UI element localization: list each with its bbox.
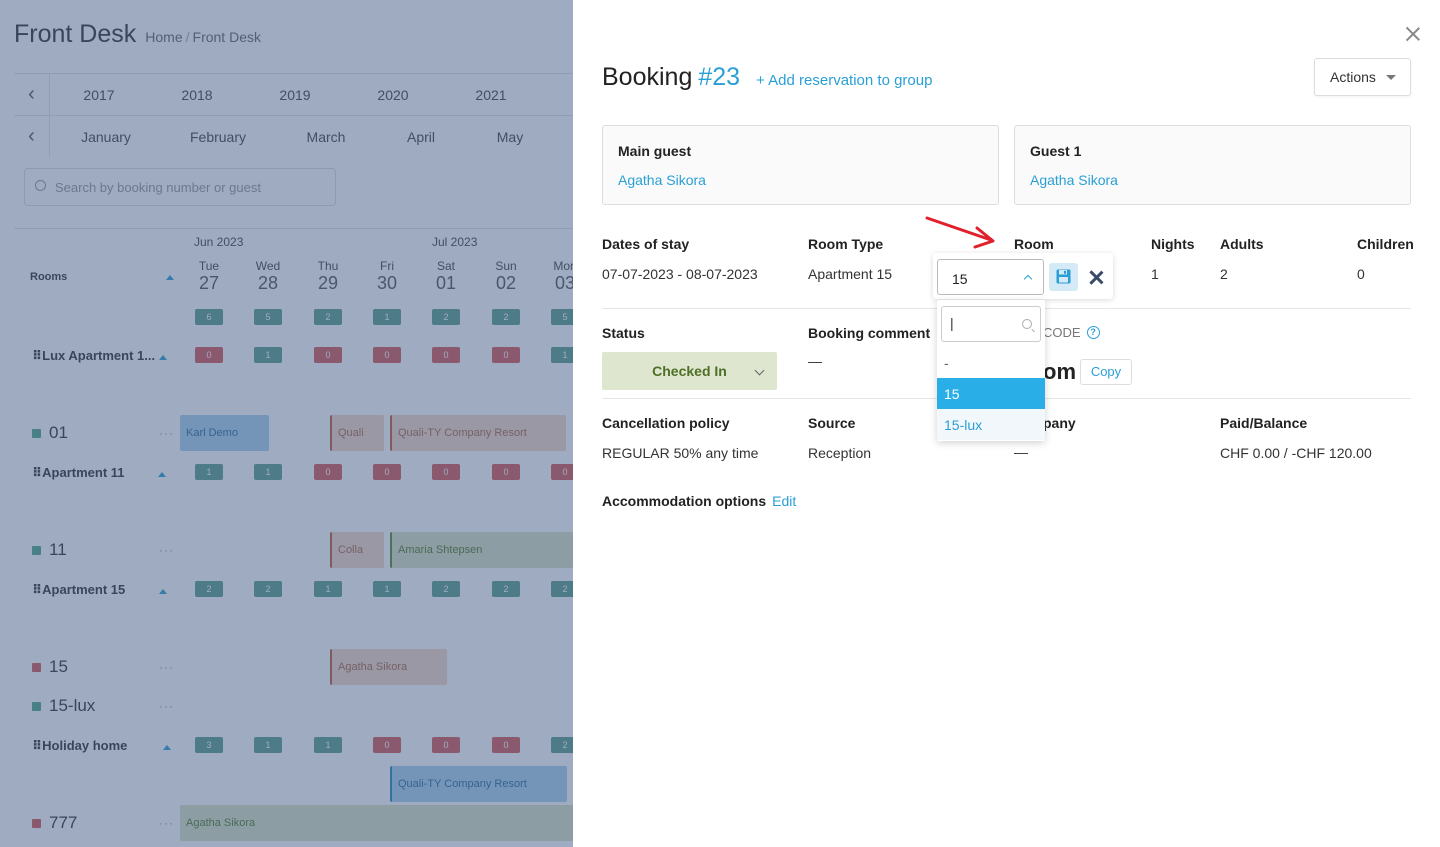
actions-button[interactable]: Actions	[1314, 58, 1411, 96]
annotation-arrow-icon	[925, 216, 995, 249]
children-field: Children 0	[1357, 236, 1414, 282]
adults-field: Adults 2	[1220, 236, 1264, 282]
room-dropdown: | - 15 15-lux	[937, 300, 1045, 441]
field-label: Accommodation options	[602, 493, 767, 509]
guest-card-label: Guest 1	[1030, 143, 1082, 159]
field-value: Apartment 15	[808, 266, 893, 282]
promo-code-label: CODE?	[1043, 325, 1100, 340]
search-icon	[1022, 319, 1032, 329]
close-icon[interactable]	[1405, 26, 1421, 42]
room-select[interactable]: 15	[937, 259, 1044, 295]
guest-card-label: Main guest	[618, 143, 692, 159]
field-label: Adults	[1220, 236, 1264, 252]
room-type-field: Room Type Apartment 15	[808, 236, 892, 282]
field-label: Source	[808, 415, 856, 431]
add-reservation-link[interactable]: + Add reservation to group	[756, 72, 933, 89]
field-value: 07-07-2023 - 08-07-2023	[602, 266, 758, 282]
booking-title: Booking	[602, 63, 693, 91]
modal-backdrop[interactable]	[0, 0, 573, 847]
dates-of-stay-field: Dates of stay 07-07-2023 - 08-07-2023	[602, 236, 758, 282]
guest-name-link[interactable]: Agatha Sikora	[1030, 172, 1118, 188]
room-option[interactable]: -	[944, 355, 949, 371]
field-value: REGULAR 50% any time	[602, 445, 759, 461]
room-select-value: 15	[952, 271, 968, 287]
booking-comment-field: Booking comment	[808, 325, 930, 341]
field-label: Room	[1014, 236, 1054, 252]
field-value: 2	[1220, 266, 1228, 282]
help-icon[interactable]: ?	[1086, 326, 1100, 339]
accommodation-options-field: Accommodation options Edit	[602, 493, 796, 509]
field-value: 0	[1357, 266, 1365, 282]
field-label: Children	[1357, 236, 1414, 252]
company-field: pany	[1043, 415, 1076, 431]
nights-field: Nights 1	[1151, 236, 1195, 282]
room-option-selected[interactable]: 15	[937, 378, 1045, 409]
field-label: Nights	[1151, 236, 1195, 252]
booking-number: #23	[698, 63, 741, 91]
status-select[interactable]: Checked In	[602, 352, 777, 390]
company-value: —	[1014, 444, 1028, 460]
field-value: Reception	[808, 445, 872, 461]
promo-code-value: om	[1043, 359, 1076, 384]
room-option[interactable]: 15-lux	[937, 409, 1045, 440]
status-value: Checked In	[652, 363, 727, 379]
status-field: Status	[602, 325, 645, 341]
save-button[interactable]	[1049, 263, 1078, 291]
field-label: pany	[1043, 415, 1076, 431]
actions-label: Actions	[1330, 69, 1376, 85]
room-field: Room	[1014, 236, 1054, 252]
save-icon	[1056, 269, 1071, 284]
edit-accommodation-link[interactable]: Edit	[772, 493, 797, 509]
field-label: Cancellation policy	[602, 415, 730, 431]
cancel-icon[interactable]	[1083, 263, 1109, 291]
field-label: Paid/Balance	[1220, 415, 1308, 431]
booking-header: Booking #23 + Add reservation to group	[602, 63, 932, 92]
guest-name-link[interactable]: Agatha Sikora	[618, 172, 706, 188]
field-label: Booking comment	[808, 325, 931, 341]
room-editor: 15	[933, 253, 1113, 299]
main-guest-card: Main guest Agatha Sikora	[602, 125, 999, 205]
guest-1-card: Guest 1 Agatha Sikora	[1014, 125, 1411, 205]
copy-button[interactable]: Copy	[1080, 359, 1132, 385]
cancellation-policy-field: Cancellation policy REGULAR 50% any time	[602, 415, 758, 461]
booking-panel: Booking #23 + Add reservation to group A…	[573, 0, 1440, 847]
source-field: Source Reception	[808, 415, 871, 461]
field-value: 1	[1151, 266, 1159, 282]
room-search-input[interactable]: |	[941, 306, 1041, 342]
field-value: CHF 0.00 / -CHF 120.00	[1220, 445, 1372, 461]
caret-down-icon	[1386, 75, 1396, 80]
booking-comment-value: —	[808, 353, 822, 369]
field-label: Dates of stay	[602, 236, 690, 252]
chevron-up-icon	[1023, 274, 1033, 284]
chevron-down-icon	[754, 365, 765, 376]
field-label: Status	[602, 325, 645, 341]
paid-balance-field: Paid/Balance CHF 0.00 / -CHF 120.00	[1220, 415, 1372, 461]
field-label: Room Type	[808, 236, 884, 252]
room-search-value: |	[950, 315, 954, 331]
